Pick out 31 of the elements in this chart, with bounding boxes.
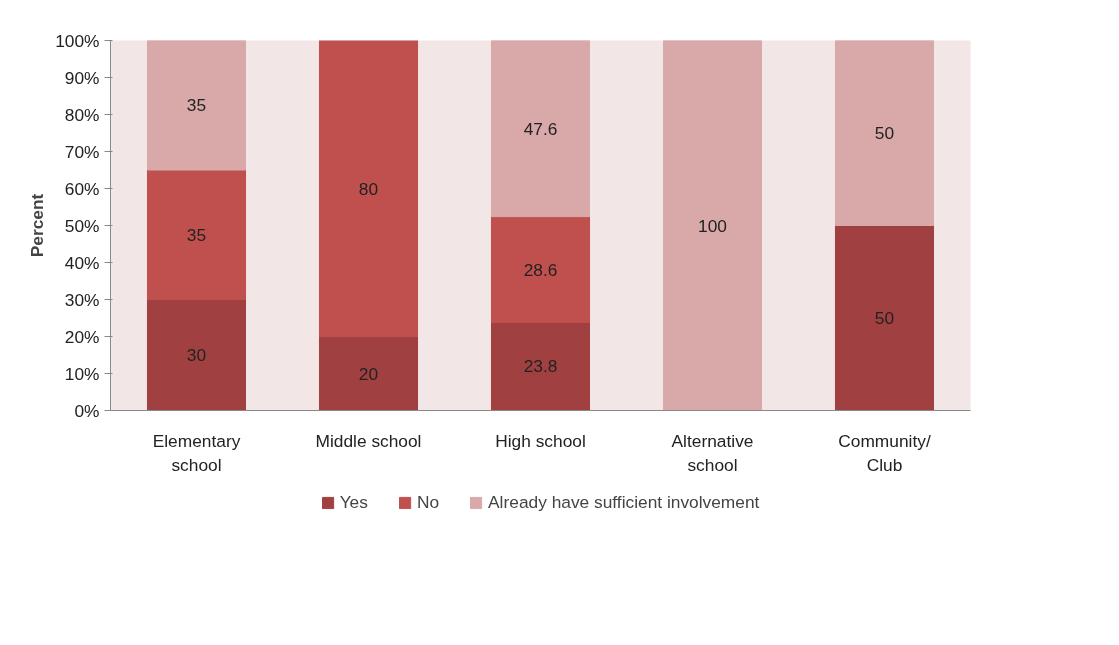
x-tick-label: Community/Club (838, 430, 931, 475)
y-tick-label: 40% (64, 252, 100, 273)
data-label: 47.6 (523, 118, 558, 139)
legend-label: No (416, 491, 440, 513)
data-label: 50 (874, 123, 895, 143)
y-tick-label: 80% (64, 104, 100, 125)
legend-label: Already have sufficient involvement (488, 491, 760, 513)
data-label: 80 (358, 178, 379, 199)
y-axis-title: Percent (27, 193, 48, 258)
x-tick-label: Elementary school (152, 430, 241, 475)
y-tick-label: 10% (64, 363, 100, 384)
y-tick-label: 0% (74, 400, 100, 421)
y-tick-label: 60% (64, 178, 100, 199)
data-label: 23.8 (523, 356, 558, 377)
x-tick-label: High school (495, 430, 586, 451)
legend-label: Yes (339, 491, 368, 513)
x-tick-label: Middle school (315, 430, 422, 451)
data-label: 35 (186, 224, 207, 245)
data-label: 50 (874, 308, 895, 328)
y-tick-label: 50% (64, 215, 100, 236)
y-tick-label: 100% (55, 30, 100, 51)
data-label: 28.6 (523, 259, 558, 280)
y-tick-label: 30% (64, 289, 100, 310)
data-label: 100 (698, 215, 727, 236)
data-label: 35 (186, 95, 207, 116)
y-tick-label: 20% (64, 326, 100, 347)
x-tick-label: Alternative school (671, 430, 754, 475)
data-label: 20 (358, 363, 379, 384)
y-tick-label: 70% (64, 141, 100, 162)
data-label: 30 (186, 345, 207, 365)
y-tick-label: 90% (64, 67, 100, 88)
